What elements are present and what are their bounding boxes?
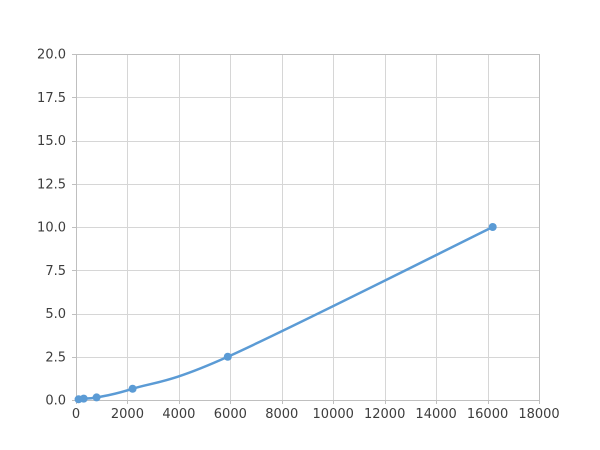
y-tick-label: 2.5 — [45, 350, 66, 365]
y-tick-label: 7.5 — [45, 264, 66, 279]
data-point-marker — [223, 352, 232, 361]
data-point-marker — [128, 384, 137, 393]
x-tick-label: 12000 — [364, 407, 405, 422]
x-tick-label: 8000 — [265, 407, 298, 422]
y-tick-label: 17.5 — [37, 91, 66, 106]
y-tick-label: 15.0 — [37, 134, 66, 149]
y-tick-label: 12.5 — [37, 177, 66, 192]
y-tick-label: 10.0 — [37, 221, 66, 236]
x-tick-label: 2000 — [111, 407, 144, 422]
x-tick-label: 14000 — [415, 407, 456, 422]
plot-frame — [76, 54, 540, 401]
x-tick-label: 10000 — [313, 407, 354, 422]
x-tick-label: 4000 — [162, 407, 195, 422]
y-tick-label: 5.0 — [45, 307, 66, 322]
x-tick-label: 6000 — [214, 407, 247, 422]
y-tick-label: 0.0 — [45, 394, 66, 409]
y-tick-label: 20.0 — [37, 48, 66, 63]
data-point-marker — [92, 393, 101, 402]
x-tick-label: 16000 — [467, 407, 508, 422]
x-tick-label: 18000 — [518, 407, 559, 422]
data-points — [74, 223, 497, 404]
axis-ticks: 0 2000 4000 6000 8000 10000 12000 14000 16000 180… — [37, 48, 560, 423]
data-point-marker — [488, 223, 497, 231]
x-tick-label: 0 — [72, 407, 80, 422]
data-point-marker — [79, 394, 88, 403]
